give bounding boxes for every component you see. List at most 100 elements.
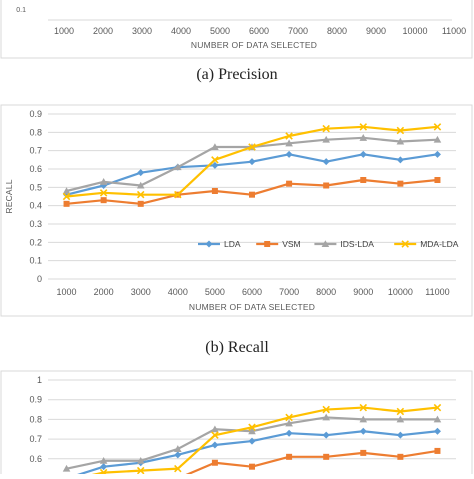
f-measure-lda-diamond-marker: [285, 429, 293, 437]
recall-ids-lda-triangle-marker: [136, 181, 145, 189]
precision-chart-fragment: 0.1 1000 2000 3000 4000 5000 6000 7000 8000 9000…: [0, 0, 474, 60]
f-measure-ids-lda-triangle-marker: [322, 413, 330, 421]
fmeasure-chart-svg: 0.50.60.70.80.91: [0, 370, 473, 479]
precision-xtick-label: 7000: [288, 26, 308, 36]
recall-xtick-label: 3000: [131, 287, 151, 297]
recall-ids-lda-triangle-marker: [433, 135, 442, 143]
f-measure-mda-lda-x-marker: [322, 405, 330, 414]
precision-xtick-label: 1000: [54, 26, 74, 36]
recall-xtick-label: 4000: [168, 287, 188, 297]
f-measure-lda-diamond-marker: [359, 427, 367, 435]
precision-chart-border: [0, 0, 473, 59]
precision-xtick-label: 4000: [171, 26, 191, 36]
recall-vsm-square-marker: [434, 177, 441, 183]
precision-xtick-label: 8000: [327, 26, 347, 36]
recall-chart-svg: 0 0.1 0.2 0.3 0.4 0.5 0.6 0.7 0.8 0.9 1000 2000 3000…: [0, 104, 473, 317]
f-measure-mda-lda-x-marker: [396, 407, 405, 416]
recall-xtick-label: 5000: [205, 287, 225, 297]
recall-ytick-label: 0: [37, 274, 42, 284]
recall-xtick-label: 9000: [353, 287, 373, 297]
recall-vsm-square-marker: [249, 191, 255, 198]
f-measure-ytick-label: 0.6: [29, 454, 42, 464]
recall-mda-lda-x-marker: [359, 123, 368, 131]
recall-xtick-label: 10000: [388, 287, 413, 297]
recall-mda-lda-x-marker: [62, 192, 71, 201]
f-measure-ytick-label: 1: [37, 375, 42, 385]
recall-lda-diamond-marker: [359, 150, 367, 158]
precision-ytick-partial: 0.1: [16, 7, 26, 14]
recall-mda-lda-x-marker: [99, 189, 108, 197]
f-measure-ids-lda-triangle-marker: [396, 415, 405, 423]
f-measure-series-vsm: [170, 447, 441, 479]
recall-vsm-square-marker: [100, 197, 107, 204]
recall-xtick-label: 6000: [242, 287, 262, 297]
precision-x-axis-title: NUMBER OF DATA SELECTED: [191, 40, 317, 50]
recall-lda-diamond-marker: [285, 150, 293, 158]
f-measure-vsm-square-marker: [211, 459, 218, 466]
recall-ids-lda-triangle-marker: [62, 187, 71, 194]
f-measure-vsm-square-marker: [249, 463, 255, 470]
f-measure-ytick-label: 0.7: [29, 434, 42, 444]
legend-label: MDA-LDA: [420, 239, 459, 249]
f-measure-lda-diamond-marker: [211, 441, 219, 449]
f-measure-mda-lda-x-marker: [211, 431, 219, 439]
recall-ytick-label: 0.5: [29, 182, 42, 192]
legend-item-lda: LDA: [198, 239, 241, 249]
f-measure-ids-lda-triangle-marker: [99, 456, 108, 464]
recall-mda-lda-x-marker: [248, 143, 256, 151]
recall-chart: 0 0.1 0.2 0.3 0.4 0.5 0.6 0.7 0.8 0.9 1000 2000 3000…: [0, 104, 474, 317]
recall-series-lda: [63, 150, 441, 199]
recall-ids-lda-triangle-marker: [285, 139, 293, 147]
recall-mda-lda-x-marker: [211, 156, 219, 164]
f-measure-mda-lda-x-marker: [285, 413, 293, 422]
legend-label: IDS-LDA: [340, 239, 374, 249]
legend-lda-diamond-marker: [205, 240, 213, 248]
recall-chart-border: [0, 104, 473, 317]
recall-ytick-label: 0.4: [29, 201, 42, 211]
recall-ytick-label: 0.3: [29, 219, 42, 229]
f-measure-ids-lda-triangle-marker: [211, 425, 219, 433]
fmeasure-chart: 0.50.60.70.80.91: [0, 370, 474, 479]
recall-vsm-square-marker: [63, 200, 70, 207]
f-measure-ids-lda-triangle-marker: [248, 427, 256, 435]
recall-ids-lda-triangle-marker: [322, 135, 330, 143]
precision-xtick-label: 5000: [210, 26, 230, 36]
precision-xtick-label: 10000: [402, 26, 427, 36]
recall-mda-lda-x-marker: [136, 190, 145, 199]
recall-ytick-label: 0.6: [29, 164, 42, 174]
f-measure-mda-lda-x-marker: [136, 466, 145, 475]
legend-mda-lda-x-marker: [401, 240, 409, 248]
f-measure-mda-lda-x-marker: [433, 403, 442, 412]
legend-item-ids-lda: IDS-LDA: [314, 239, 374, 249]
f-measure-mda-lda-x-marker: [359, 403, 368, 412]
f-measure-lda-diamond-marker: [174, 451, 182, 459]
recall-ytick-label: 0.7: [29, 146, 42, 156]
legend-label: LDA: [224, 239, 241, 249]
f-measure-ids-lda-triangle-marker: [359, 415, 368, 423]
precision-chart-svg: 0.1 1000 2000 3000 4000 5000 6000 7000 8000 9000…: [0, 0, 473, 59]
recall-lda-diamond-marker: [322, 158, 330, 166]
recall-xtick-label: 2000: [94, 287, 114, 297]
recall-mda-lda-x-marker: [396, 126, 405, 135]
caption-recall: (b) Recall: [205, 339, 269, 356]
recall-vsm-square-marker: [397, 180, 404, 187]
f-measure-series-ids-lda: [62, 413, 442, 472]
f-measure-ids-lda-triangle-marker: [174, 445, 182, 452]
recall-vsm-square-marker: [211, 188, 218, 194]
recall-mda-lda-x-marker: [285, 132, 293, 140]
legend-label: VSM: [282, 239, 300, 249]
legend-item-mda-lda: MDA-LDA: [394, 239, 459, 249]
recall-mda-lda-x-marker: [322, 124, 330, 133]
caption-precision: (a) Precision: [196, 66, 278, 83]
f-measure-vsm-square-marker: [286, 453, 293, 460]
recall-vsm-square-marker: [360, 177, 367, 183]
recall-ytick-label: 0.1: [29, 256, 42, 266]
recall-ids-lda-triangle-marker: [99, 178, 108, 185]
f-measure-lda-diamond-marker: [100, 463, 108, 471]
recall-legend: LDA VSM IDS-LDA MDA-LDA: [198, 239, 459, 249]
recall-xtick-label: 7000: [279, 287, 299, 297]
recall-vsm-square-marker: [323, 182, 330, 189]
recall-ids-lda-triangle-marker: [396, 137, 405, 145]
f-measure-lda-diamond-marker: [396, 431, 404, 439]
f-measure-ytick-label: 0.9: [29, 395, 42, 405]
